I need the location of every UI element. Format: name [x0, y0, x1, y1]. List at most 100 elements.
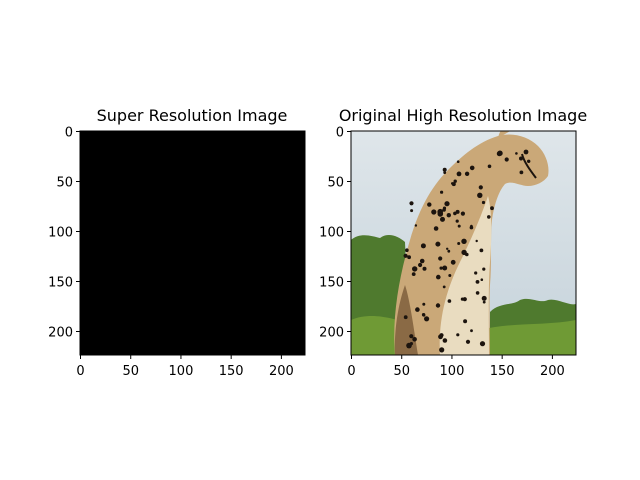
spot: [403, 315, 408, 320]
spot: [457, 242, 461, 245]
y-tick-label: 0: [336, 126, 344, 141]
super-resolution-image: [80, 131, 305, 355]
spot: [504, 157, 509, 162]
y-tick-label: 200: [319, 326, 344, 341]
spot: [463, 319, 468, 324]
spot: [424, 316, 430, 322]
spot: [405, 248, 409, 252]
spot: [448, 274, 452, 277]
spot: [410, 209, 414, 213]
spot: [456, 160, 460, 163]
spot: [409, 334, 414, 339]
spot: [462, 297, 467, 302]
cheetah-chest: [439, 196, 492, 355]
spot: [414, 224, 418, 227]
spot: [481, 295, 487, 301]
spot: [422, 266, 427, 271]
x-tick-label: 150: [219, 364, 244, 379]
cheetah-eye: [523, 149, 529, 155]
spot: [460, 211, 465, 216]
spot: [446, 213, 451, 218]
spot: [487, 215, 491, 219]
spot: [478, 185, 483, 190]
axes-frame: [350, 130, 577, 356]
spot: [453, 211, 457, 216]
spot: [497, 150, 503, 156]
y-tick-label: 150: [48, 276, 73, 291]
grass: [351, 316, 576, 355]
spot: [446, 247, 449, 250]
spot: [455, 219, 459, 223]
spot: [403, 253, 408, 258]
y-tick-label: 150: [319, 276, 344, 291]
spot: [456, 333, 460, 337]
x-axis: 0 50 100 150 200: [76, 355, 294, 379]
tear-mark: [521, 153, 537, 179]
y-tick-label: 100: [48, 226, 73, 241]
cheetah-spots: [403, 150, 531, 353]
x-tick-label: 100: [169, 364, 194, 379]
y-tick-label: 50: [56, 176, 73, 191]
spot: [470, 329, 473, 333]
spot: [443, 171, 447, 175]
spot: [475, 280, 480, 284]
spot: [427, 202, 432, 207]
y-tick-label: 50: [327, 176, 344, 191]
x-axis: 0 50 100 150 200: [347, 355, 565, 379]
spot: [415, 307, 420, 312]
spot: [439, 347, 445, 353]
spot: [447, 299, 452, 303]
spot: [477, 192, 483, 198]
spot: [519, 156, 523, 161]
axes-title: Super Resolution Image: [97, 106, 288, 125]
spot: [407, 255, 411, 260]
spot: [490, 206, 494, 211]
spot: [435, 241, 441, 247]
cheetah-ear: [498, 131, 511, 138]
spot: [442, 208, 446, 212]
spot: [465, 339, 471, 344]
spot: [469, 165, 475, 171]
spot: [444, 201, 450, 207]
spot: [433, 226, 439, 231]
spot: [482, 300, 486, 304]
spot: [440, 216, 445, 222]
axes-frame: [79, 130, 306, 356]
y-tick-label: 0: [65, 126, 73, 141]
spot: [475, 291, 480, 295]
spot: [442, 265, 448, 271]
spot: [440, 190, 444, 194]
spot: [453, 179, 457, 183]
axes-original-high-resolution: Original High Resolution Image 0 50 100 150…: [319, 106, 587, 379]
spot: [412, 337, 417, 342]
spot: [481, 200, 486, 205]
spot: [474, 271, 478, 275]
spot: [435, 303, 441, 308]
spot: [479, 248, 484, 253]
y-axis: 0 50 100 150 200: [319, 126, 351, 341]
spot: [409, 342, 413, 346]
x-tick-label: 0: [76, 364, 84, 379]
x-tick-label: 100: [440, 364, 465, 379]
spot: [411, 272, 416, 276]
spot: [460, 297, 464, 301]
spot: [442, 167, 447, 172]
y-tick-label: 100: [319, 226, 344, 241]
x-tick-label: 150: [490, 364, 515, 379]
spot: [469, 225, 474, 230]
spot: [436, 274, 441, 280]
spot: [464, 171, 470, 176]
spot: [515, 152, 518, 155]
x-tick-label: 200: [540, 364, 565, 379]
x-tick-label: 200: [269, 364, 294, 379]
spot: [437, 208, 444, 215]
spot: [439, 266, 443, 270]
x-tick-label: 50: [122, 364, 139, 379]
axes-super-resolution: Super Resolution Image 0 50 100 150 200 0 50 1…: [48, 106, 306, 379]
spot: [409, 201, 414, 206]
spot: [431, 209, 437, 215]
y-axis: 0 50 100 150 200: [48, 126, 80, 341]
spot: [450, 259, 456, 265]
spot: [412, 266, 418, 272]
